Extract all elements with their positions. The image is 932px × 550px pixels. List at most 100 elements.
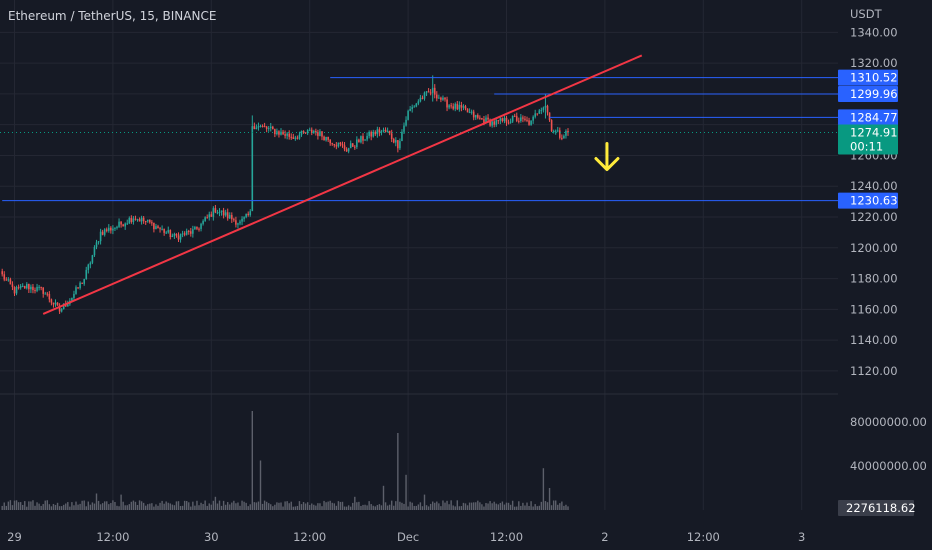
candle-body bbox=[290, 136, 293, 138]
volume-bar bbox=[79, 503, 81, 510]
candle-body bbox=[466, 108, 469, 113]
volume-bar bbox=[366, 505, 368, 510]
candle-body bbox=[550, 120, 553, 132]
candle-body bbox=[101, 231, 104, 235]
volume-bar bbox=[179, 506, 182, 510]
candle-body bbox=[339, 142, 342, 145]
candle-body bbox=[452, 106, 454, 109]
volume-bar bbox=[419, 502, 422, 510]
volume-bar bbox=[106, 501, 108, 510]
down-arrow-icon[interactable] bbox=[594, 142, 620, 172]
candle-body bbox=[306, 130, 309, 134]
level-price-tag-label: 1310.52 bbox=[850, 71, 898, 85]
volume-bar bbox=[161, 500, 163, 510]
volume-bar bbox=[292, 506, 294, 510]
candle-body bbox=[345, 149, 348, 152]
volume-bar bbox=[239, 505, 241, 510]
trendline[interactable] bbox=[42, 54, 643, 315]
level-price-tag[interactable] bbox=[838, 69, 898, 86]
volume-bar bbox=[352, 502, 354, 510]
candle-body bbox=[335, 145, 338, 147]
volume-bar bbox=[485, 503, 487, 510]
volume-bar bbox=[99, 504, 102, 510]
trendline-line[interactable] bbox=[42, 54, 643, 315]
volume-bar bbox=[311, 503, 313, 510]
volume-bar bbox=[65, 503, 67, 510]
candle-body bbox=[278, 131, 280, 135]
candle-body bbox=[274, 129, 276, 135]
candle-body bbox=[499, 118, 502, 121]
candle-body bbox=[200, 223, 202, 229]
volume-bar bbox=[376, 505, 379, 510]
volume-bar bbox=[282, 506, 284, 510]
volume-bar bbox=[257, 501, 260, 510]
horizontal-levels[interactable] bbox=[0, 77, 838, 202]
down-arrow-shape[interactable] bbox=[594, 142, 620, 172]
candle-body bbox=[548, 112, 551, 121]
volume-bar bbox=[11, 505, 14, 510]
candle-body bbox=[3, 274, 6, 280]
time-tick-label: 29 bbox=[7, 530, 22, 544]
candle-body bbox=[261, 125, 264, 127]
candle-body bbox=[395, 140, 397, 143]
bar-countdown: 00:11 bbox=[850, 139, 883, 153]
candle-body bbox=[122, 224, 124, 227]
candle-body bbox=[419, 97, 422, 102]
volume-bar bbox=[44, 500, 46, 510]
price-tick-label: 1160.00 bbox=[850, 302, 898, 316]
volume-bar bbox=[509, 504, 512, 510]
volume-bar bbox=[304, 503, 307, 510]
level-price-tag[interactable] bbox=[838, 192, 898, 209]
candle-body bbox=[288, 133, 290, 137]
volume-bar bbox=[362, 504, 364, 510]
volume-bar bbox=[290, 501, 292, 510]
symbol-title[interactable]: Ethereum / TetherUS, 15, BINANCE bbox=[8, 9, 217, 23]
volume-bar bbox=[171, 504, 174, 510]
volume-bar bbox=[261, 503, 264, 510]
candle-body bbox=[44, 293, 47, 295]
volume-bar bbox=[520, 505, 522, 510]
candle-body bbox=[540, 109, 543, 111]
level-price-tag[interactable] bbox=[838, 109, 898, 126]
volume-bar bbox=[165, 501, 167, 510]
volume-bar bbox=[112, 500, 114, 510]
candle-body bbox=[95, 242, 98, 248]
candle-body bbox=[450, 105, 452, 107]
volume-bar bbox=[534, 504, 536, 510]
candle-body bbox=[399, 141, 401, 149]
candle-body bbox=[247, 213, 249, 216]
volume-bar bbox=[196, 500, 198, 510]
volume-bar bbox=[505, 502, 508, 510]
candle-body bbox=[378, 129, 381, 133]
candle-body bbox=[304, 132, 307, 134]
candle-body bbox=[83, 279, 85, 284]
candle-body bbox=[204, 217, 206, 221]
volume-bar bbox=[454, 506, 456, 510]
volume-bar bbox=[440, 506, 442, 510]
level-price-tag[interactable] bbox=[838, 85, 898, 102]
volume-bar bbox=[557, 504, 559, 510]
candle-body bbox=[146, 219, 149, 222]
candle-body bbox=[298, 134, 301, 139]
last-price-tag[interactable] bbox=[838, 124, 898, 155]
candle-body bbox=[257, 126, 260, 128]
level-price-tag-label: 1230.63 bbox=[850, 194, 898, 208]
time-axis[interactable]: 29 12:00 30 12:00 Dec 12:00 2 12:00 3 bbox=[7, 530, 805, 544]
volume-bar bbox=[245, 502, 247, 510]
volume-bar bbox=[489, 501, 491, 510]
candle-body bbox=[323, 136, 325, 141]
candle-body bbox=[40, 286, 42, 288]
volume-bar bbox=[36, 502, 38, 510]
last-volume-tag[interactable] bbox=[838, 500, 914, 516]
volume-bar bbox=[530, 501, 532, 510]
price-axis[interactable]: 1340.001320.001300.001280.001260.001240.… bbox=[838, 25, 927, 516]
candle-body bbox=[296, 137, 299, 139]
candle-body bbox=[9, 279, 12, 285]
volume-bar bbox=[89, 504, 92, 510]
volume-bar bbox=[347, 505, 350, 510]
candle-body bbox=[518, 120, 520, 122]
candle-body bbox=[360, 136, 362, 143]
time-tick-label: 3 bbox=[798, 530, 805, 544]
candle-body bbox=[15, 287, 18, 294]
